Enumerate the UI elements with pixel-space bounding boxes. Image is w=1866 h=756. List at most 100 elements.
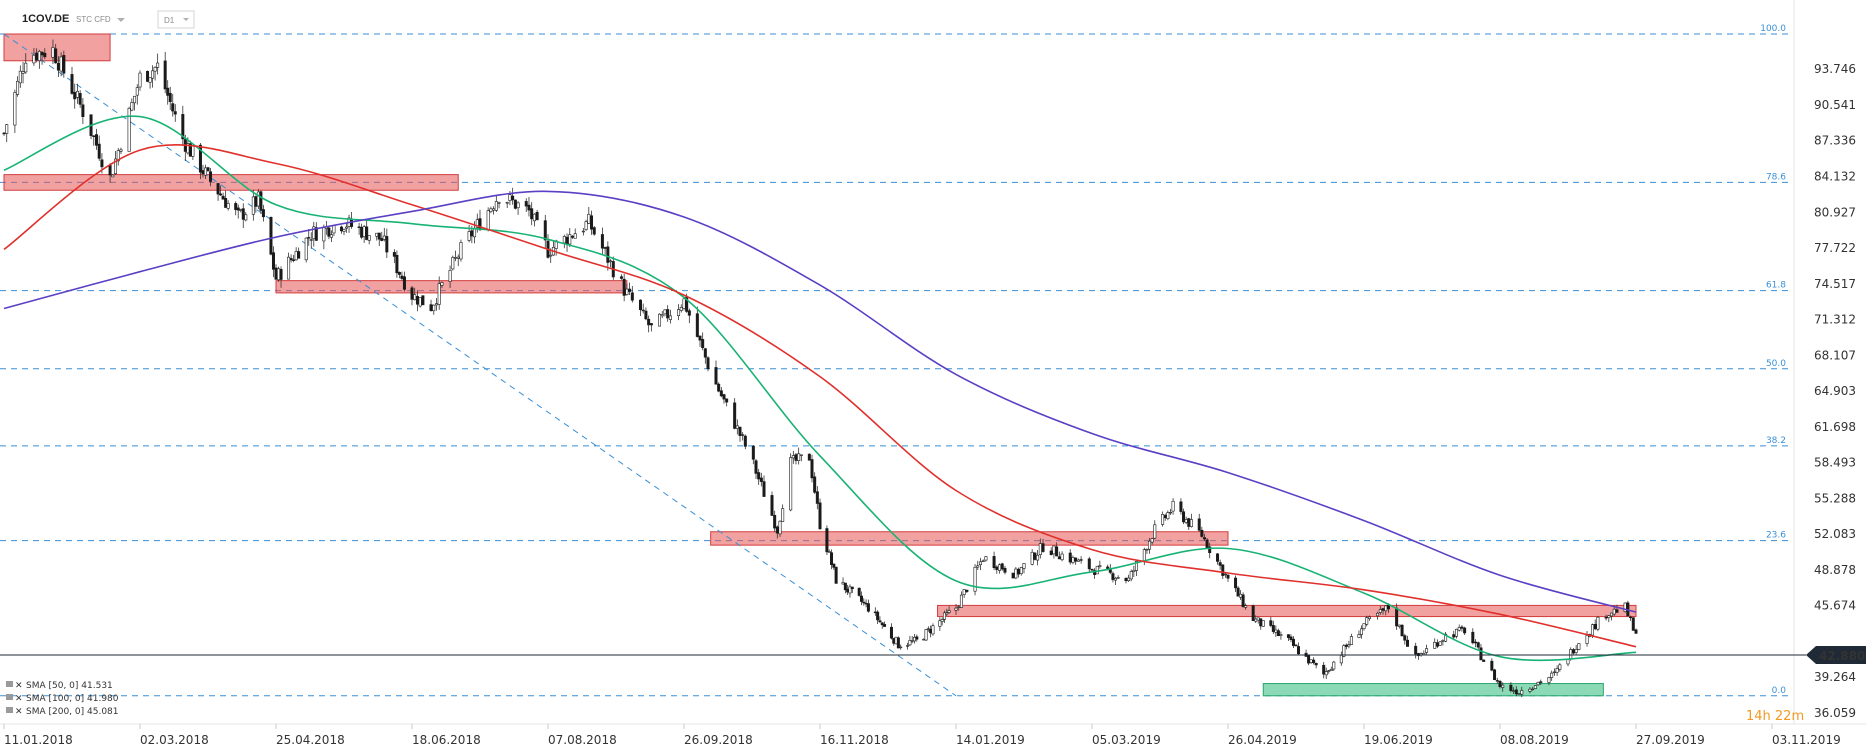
candle-body (1297, 646, 1301, 655)
candle-body (815, 491, 819, 504)
candle-body (647, 318, 651, 326)
close-icon[interactable]: ✕ (15, 694, 23, 704)
candle-body (791, 455, 795, 459)
candle-body (998, 564, 1002, 571)
candle-body (687, 310, 691, 316)
candle-body (527, 204, 531, 211)
candle-body (241, 208, 245, 220)
candle-body (1441, 640, 1445, 642)
candle-body (1087, 558, 1091, 570)
resistance-zone[interactable] (3, 174, 459, 191)
candle-body (342, 229, 346, 232)
sma100-line (3, 144, 1637, 648)
candle-body (62, 55, 66, 74)
candle-body (1329, 669, 1333, 671)
candle-body (638, 299, 642, 311)
candle-body (1256, 617, 1260, 621)
legend-item-sma50[interactable]: ✕ SMA [50, 0] 41.531 (6, 681, 113, 691)
candle-body (1514, 689, 1518, 695)
y-tick-label: 80.927 (1814, 205, 1856, 219)
close-icon[interactable]: ✕ (15, 681, 23, 691)
candle-body (274, 267, 278, 280)
x-tick-label: 11.01.2018 (4, 733, 73, 747)
x-tick-label: 07.08.2018 (548, 733, 617, 747)
candle-body (568, 234, 572, 245)
candle-body (1607, 615, 1611, 618)
candle-body (1574, 649, 1578, 653)
chevron-down-icon[interactable] (117, 18, 125, 22)
candle-body (1577, 643, 1581, 650)
candle-body (940, 619, 944, 622)
candle-body (1017, 568, 1021, 575)
resistance-zone[interactable] (710, 531, 1229, 546)
support-zone[interactable] (1262, 683, 1604, 697)
settings-icon[interactable] (6, 694, 13, 700)
candle-body (78, 93, 82, 105)
candle-body (757, 472, 761, 480)
candle-body (1367, 616, 1371, 619)
close-icon[interactable]: ✕ (15, 707, 23, 717)
x-tick-label: 18.06.2018 (412, 733, 481, 747)
candle-body (1378, 609, 1382, 613)
candle-body (1460, 626, 1464, 629)
candle-body (130, 102, 134, 111)
candle-body (896, 637, 900, 649)
candle-body (1166, 512, 1170, 520)
candle-body (775, 526, 779, 534)
candle-body (304, 237, 308, 261)
candle-body (1098, 565, 1102, 567)
timeframe-chevron-icon (183, 18, 189, 21)
candle-body (1071, 557, 1075, 563)
candle-body (1153, 524, 1157, 539)
candle-body (1376, 613, 1380, 617)
legend-label-sma200: SMA [200, 0] 45.081 (26, 707, 119, 717)
candle-body (625, 288, 629, 295)
y-tick-label: 90.541 (1814, 98, 1856, 112)
candle-body (1400, 624, 1404, 637)
settings-icon[interactable] (6, 681, 13, 687)
resistance-zone[interactable] (275, 280, 628, 294)
timeframe-label: D1 (164, 16, 175, 25)
resistance-zone[interactable] (937, 604, 1637, 618)
candle-body (1000, 563, 1004, 570)
candle-body (1332, 661, 1336, 670)
candle-body (1074, 557, 1078, 562)
candle-body (292, 259, 296, 261)
candle-body (1011, 572, 1015, 579)
candle-body (1179, 501, 1183, 512)
candle-body (138, 72, 142, 88)
candle-body (1294, 644, 1298, 647)
candle-body (759, 477, 763, 482)
timeframe-select[interactable] (157, 10, 195, 29)
candle-body (581, 230, 585, 233)
fib-level-label: 38.2 (1766, 436, 1786, 446)
candle-body (1395, 607, 1399, 627)
candle-body (1558, 664, 1562, 670)
fib-level-label: 50.0 (1766, 359, 1786, 369)
candle-body (628, 288, 632, 292)
candle-body (1517, 693, 1521, 695)
candle-body (254, 196, 258, 207)
candle-body (703, 348, 707, 358)
candle-body (467, 231, 471, 241)
legend-item-sma200[interactable]: ✕ SMA [200, 0] 45.081 (6, 707, 119, 717)
candle-body (754, 460, 758, 474)
candle-body (1269, 620, 1273, 626)
candle-body (375, 232, 379, 237)
legend-item-sma100[interactable]: ✕ SMA [100, 0] 41.980 (6, 694, 119, 704)
candle-body (1482, 659, 1486, 662)
candle-body (345, 226, 349, 229)
candle-body (1365, 617, 1369, 625)
candle-body (1036, 554, 1040, 561)
candle-body (1444, 633, 1448, 642)
settings-icon[interactable] (6, 707, 13, 713)
symbol-label: 1COV.DE (22, 13, 69, 25)
candle-body (906, 645, 910, 647)
candle-body (630, 292, 634, 301)
candle-body (810, 459, 814, 479)
candle-body (1604, 617, 1608, 619)
candle-body (434, 303, 438, 306)
candle-body (1148, 540, 1152, 550)
candle-body (470, 230, 474, 237)
